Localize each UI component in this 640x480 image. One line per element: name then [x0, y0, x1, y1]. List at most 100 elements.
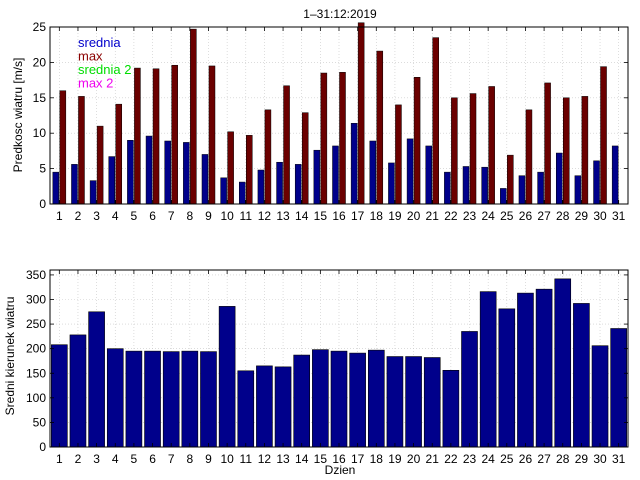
bar-direction-day-10 — [218, 306, 236, 448]
bar-srednia-day-20 — [406, 138, 414, 205]
x-tick-label: 30 — [593, 209, 607, 223]
x-tick-label: 29 — [575, 452, 589, 466]
bar-max-day-10 — [227, 131, 234, 205]
x-tick-label: 25 — [500, 452, 514, 466]
bar-srednia-day-26 — [518, 175, 526, 205]
wind-direction-ylabel: Sredni kierunek wiatru — [3, 297, 17, 416]
bar-direction-day-2 — [69, 334, 87, 448]
x-tick-label: 14 — [295, 452, 309, 466]
x-tick-label: 29 — [575, 209, 589, 223]
x-tick-label: 14 — [295, 209, 309, 223]
bar-direction-day-22 — [442, 369, 460, 448]
y-tick-label: 150 — [26, 366, 46, 380]
bar-max-day-6 — [152, 68, 160, 205]
x-tick-label: 7 — [168, 209, 175, 223]
x-tick-label: 21 — [426, 452, 440, 466]
bar-srednia-day-6 — [145, 135, 153, 205]
bar-direction-day-1 — [51, 344, 68, 448]
bar-direction-day-26 — [517, 292, 534, 448]
bar-direction-day-14 — [293, 354, 311, 448]
bar-max-day-8 — [190, 28, 197, 205]
y-tick-label: 15 — [33, 91, 47, 105]
bar-srednia-day-9 — [201, 154, 209, 205]
bar-srednia-day-2 — [71, 164, 78, 205]
bar-srednia-day-31 — [611, 145, 619, 205]
bar-max-day-27 — [544, 82, 551, 205]
y-tick-label: 250 — [26, 317, 46, 331]
bar-srednia-day-4 — [108, 156, 116, 205]
bar-direction-day-9 — [200, 351, 217, 448]
bar-srednia-day-25 — [500, 188, 507, 205]
bar-max-day-12 — [264, 109, 272, 205]
y-tick-label: 0 — [39, 197, 46, 211]
bar-srednia-day-27 — [537, 171, 544, 205]
bar-direction-day-18 — [367, 349, 385, 448]
wind-direction-xlabel: Dzien — [325, 463, 356, 477]
x-tick-label: 15 — [314, 209, 328, 223]
x-tick-label: 10 — [220, 452, 234, 466]
bar-direction-day-27 — [535, 288, 553, 448]
chart-title: 1–31:12:2019 — [303, 7, 377, 21]
bar-max-day-26 — [525, 109, 533, 205]
bar-direction-day-13 — [274, 366, 292, 448]
x-tick-label: 2 — [75, 452, 82, 466]
bar-max-day-23 — [469, 93, 477, 205]
bar-direction-day-15 — [312, 349, 329, 448]
x-tick-label: 26 — [519, 209, 533, 223]
legend-entry-srednia: srednia — [78, 35, 121, 50]
bar-max-day-3 — [96, 125, 104, 205]
x-tick-label: 16 — [332, 209, 346, 223]
x-tick-label: 9 — [205, 209, 212, 223]
y-tick-label: 50 — [33, 415, 47, 429]
x-tick-label: 28 — [556, 452, 570, 466]
x-tick-label: 23 — [463, 209, 477, 223]
bar-srednia-day-21 — [425, 145, 432, 205]
bar-srednia-day-29 — [574, 175, 582, 205]
x-tick-label: 12 — [258, 209, 272, 223]
bar-srednia-day-28 — [555, 152, 563, 205]
x-tick-label: 23 — [463, 452, 477, 466]
y-tick-label: 100 — [26, 391, 46, 405]
bar-direction-day-6 — [144, 350, 161, 448]
x-tick-label: 5 — [131, 209, 138, 223]
bar-max-day-14 — [301, 112, 309, 205]
legend-entry-max-2: max 2 — [78, 76, 113, 91]
x-tick-label: 1 — [56, 209, 63, 223]
bar-srednia-day-18 — [369, 140, 377, 205]
bar-srednia-day-24 — [481, 166, 488, 205]
bar-max-day-15 — [320, 72, 328, 205]
x-tick-label: 3 — [93, 452, 100, 466]
x-tick-label: 18 — [370, 209, 384, 223]
x-tick-label: 24 — [481, 209, 495, 223]
bar-srednia-day-16 — [332, 145, 339, 205]
bar-max-day-4 — [115, 103, 123, 205]
y-tick-label: 20 — [33, 55, 47, 69]
bar-max-day-30 — [600, 66, 607, 205]
x-tick-label: 9 — [205, 452, 212, 466]
bar-direction-day-17 — [349, 352, 366, 448]
bar-srednia-day-23 — [462, 166, 470, 205]
x-tick-label: 25 — [500, 209, 514, 223]
bar-max-day-22 — [451, 97, 458, 205]
x-tick-label: 4 — [112, 452, 119, 466]
bar-direction-day-24 — [479, 291, 497, 448]
x-tick-label: 15 — [314, 452, 328, 466]
x-tick-label: 10 — [220, 209, 234, 223]
x-tick-label: 26 — [519, 452, 533, 466]
bar-direction-day-29 — [573, 303, 590, 448]
bar-max-day-29 — [581, 96, 589, 205]
y-tick-label: 0 — [39, 440, 46, 454]
x-tick-label: 31 — [612, 209, 626, 223]
bar-max-day-25 — [507, 154, 514, 205]
bar-direction-day-5 — [125, 350, 143, 448]
bar-srednia-day-3 — [89, 180, 97, 205]
bar-max-day-2 — [78, 96, 85, 205]
x-tick-label: 22 — [444, 209, 458, 223]
bar-direction-day-11 — [237, 370, 255, 448]
bar-direction-day-8 — [181, 350, 199, 448]
x-tick-label: 12 — [258, 452, 272, 466]
x-tick-label: 28 — [556, 209, 570, 223]
bar-max-day-16 — [339, 72, 346, 205]
bar-direction-day-12 — [256, 365, 273, 448]
